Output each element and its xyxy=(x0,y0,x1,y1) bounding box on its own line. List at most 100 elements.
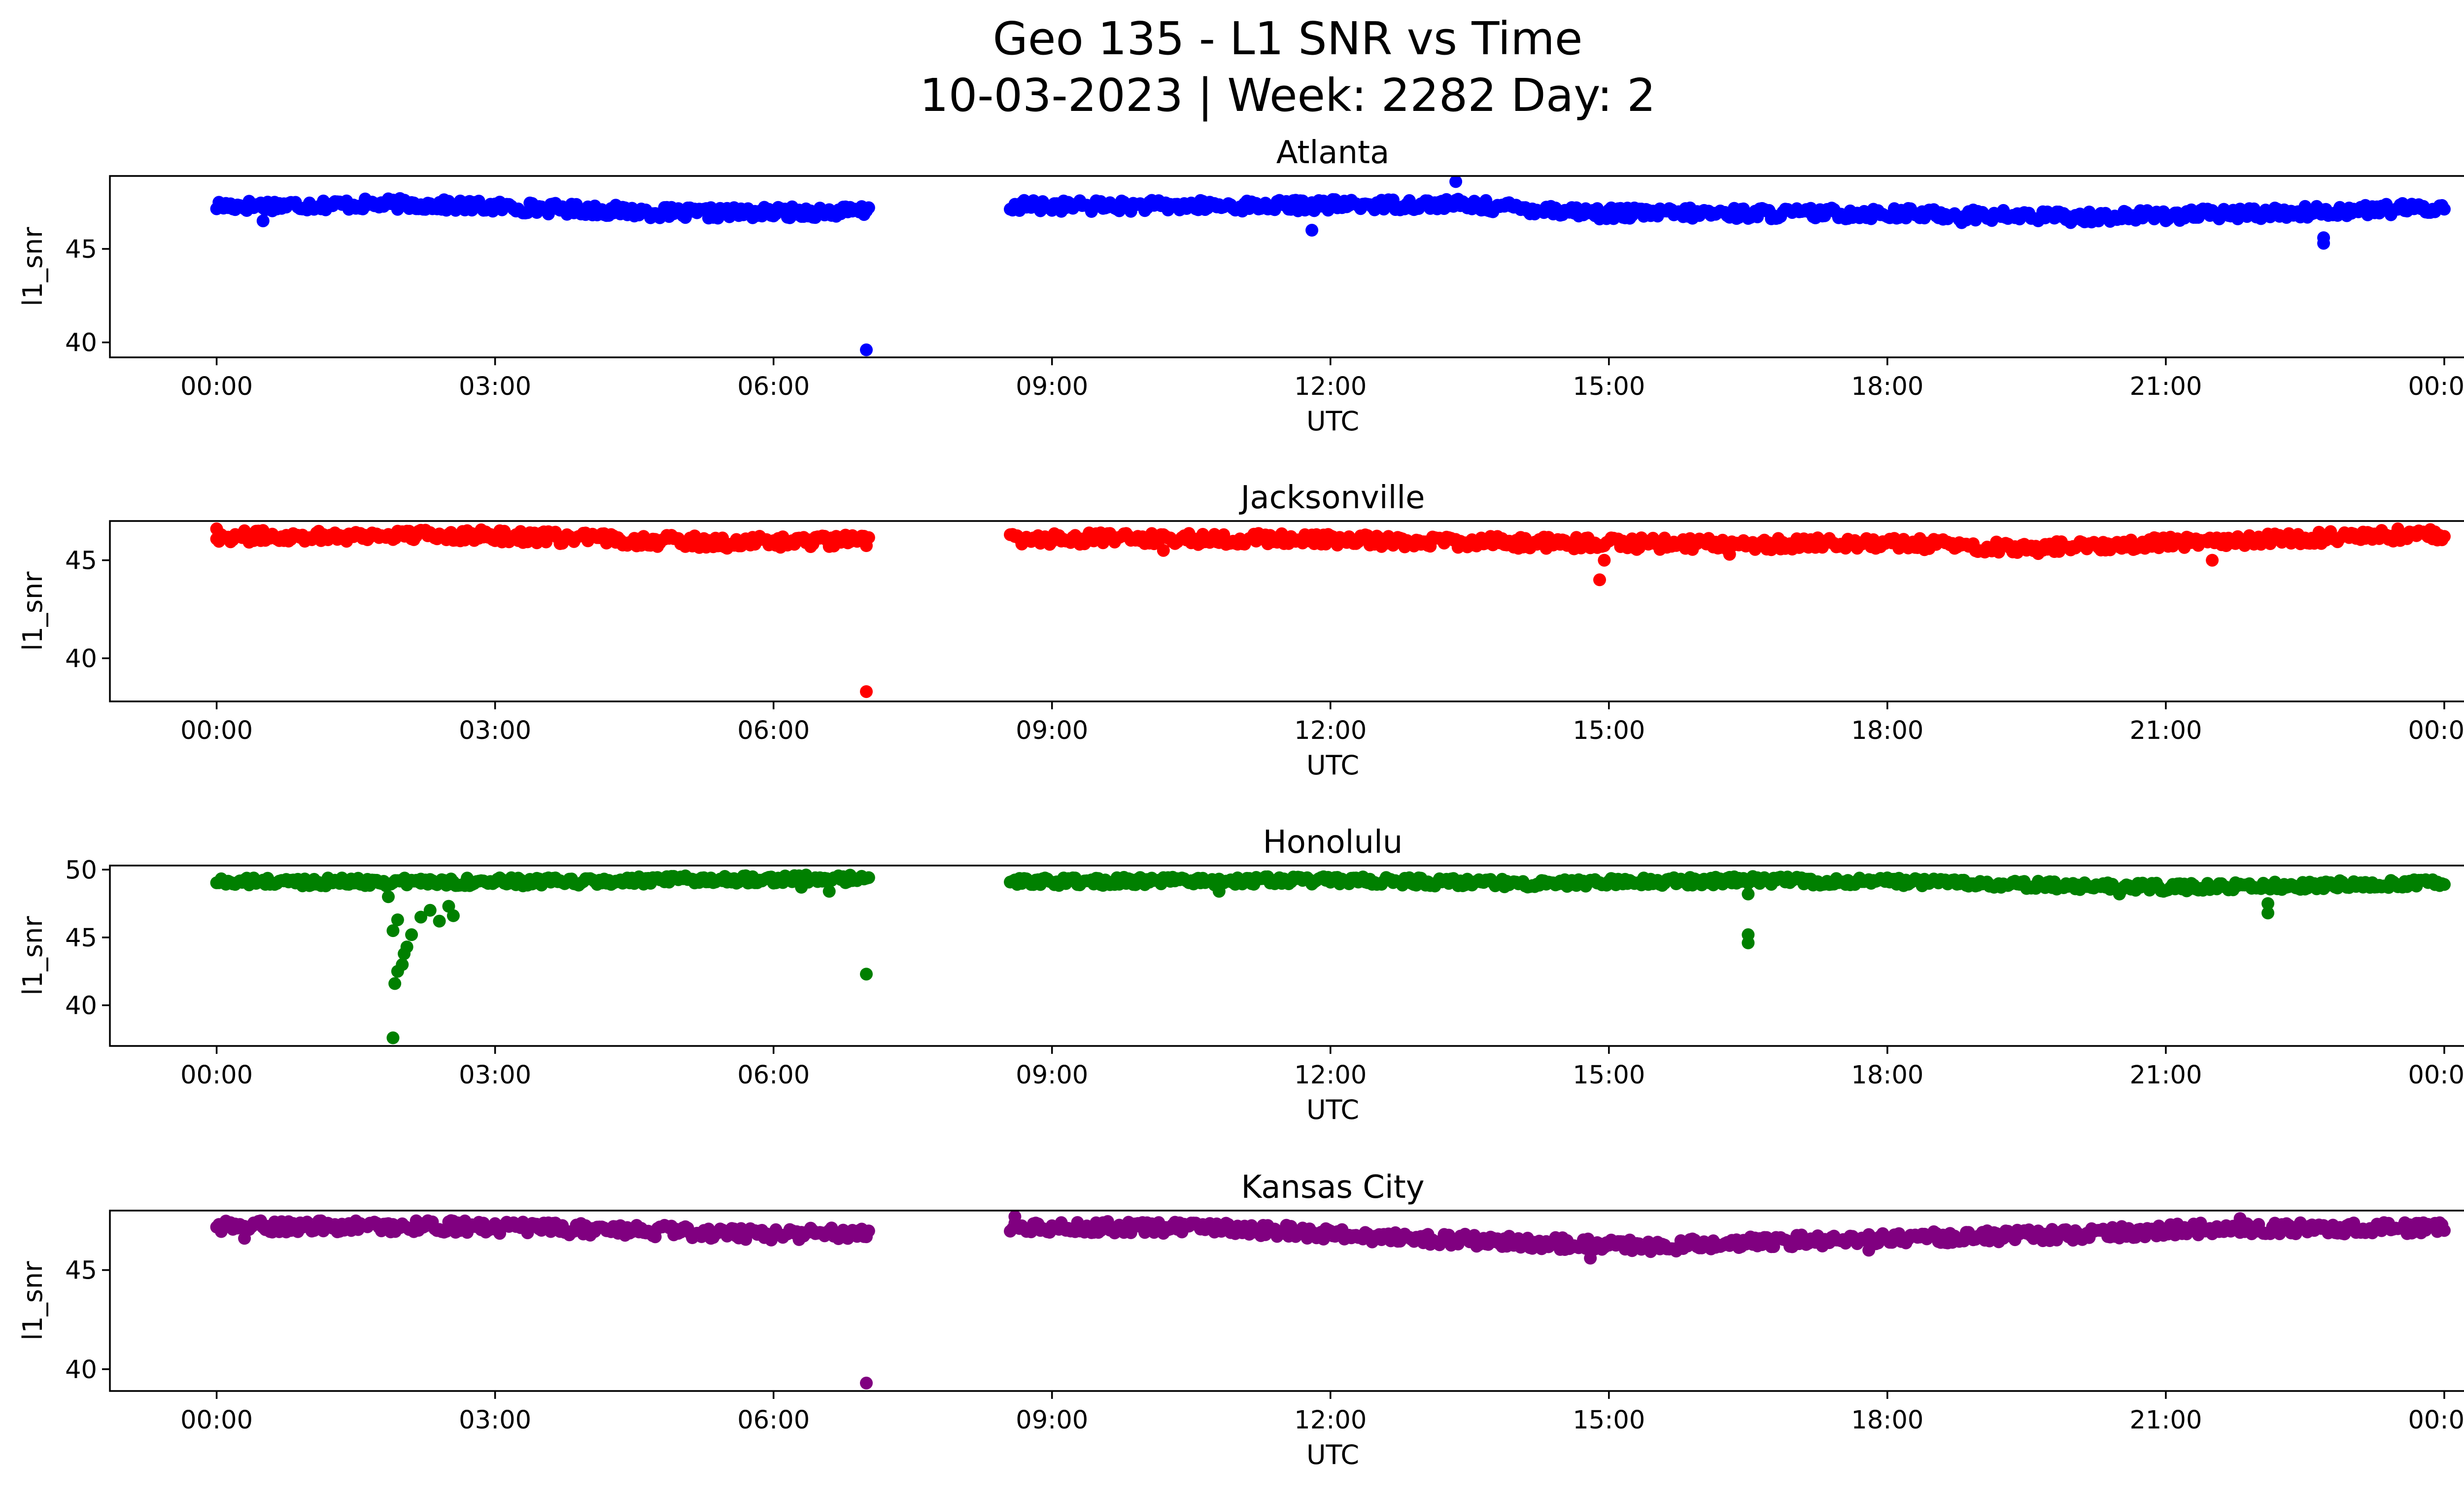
figure-title-line-1: Geo 135 - L1 SNR vs Time xyxy=(993,12,1583,65)
data-point xyxy=(795,881,808,894)
data-point xyxy=(860,968,873,981)
x-tick-label: 21:00 xyxy=(2129,372,2202,401)
y-axis-label: l1_snr xyxy=(17,916,48,996)
x-tick-label: 18:00 xyxy=(1851,1061,1923,1090)
x-tick-label: 15:00 xyxy=(1573,372,1645,401)
data-point xyxy=(210,522,223,535)
subplot-panels: Atlanta 00:00 03:00 06:00 09:00 12:00 15:00 18:… xyxy=(17,135,2464,1470)
data-point xyxy=(860,685,873,698)
x-tick-label: 00:00 xyxy=(180,1406,253,1435)
data-point xyxy=(1742,928,1755,941)
x-tick-label: 15:00 xyxy=(1573,1061,1645,1090)
y-tick-label: 40 xyxy=(65,991,97,1020)
y-axis-label: l1_snr xyxy=(17,227,48,307)
data-point xyxy=(862,871,875,884)
x-tick-label: 00:00 xyxy=(2408,1406,2464,1435)
y-tick-label: 45 xyxy=(65,235,97,264)
data-point xyxy=(2261,906,2275,920)
data-point xyxy=(382,890,395,904)
data-point xyxy=(2438,203,2451,216)
subplot-kansas-city: Kansas City 00:00 03:00 06:00 09:00 12:00 15:0… xyxy=(17,1169,2464,1470)
x-tick-label: 09:00 xyxy=(1016,1406,1088,1435)
data-point xyxy=(2233,1212,2247,1225)
data-point xyxy=(414,872,427,886)
figure-title-line-2: 10-03-2023 | Week: 2282 Day: 2 xyxy=(920,69,1656,122)
x-tick-label: 15:00 xyxy=(1573,1406,1645,1435)
y-axis-label: l1_snr xyxy=(17,1261,48,1341)
data-point xyxy=(1598,554,1611,567)
y-tick-label: 40 xyxy=(65,1356,97,1385)
data-point xyxy=(2438,530,2451,543)
data-point xyxy=(1008,1211,1022,1223)
plot-frame xyxy=(109,175,2464,358)
data-point xyxy=(2438,1224,2451,1237)
y-tick-label: 40 xyxy=(65,644,97,673)
data-point xyxy=(1212,885,1226,898)
x-tick-label: 12:00 xyxy=(1294,1061,1367,1090)
x-tick-label: 00:00 xyxy=(2408,1061,2464,1090)
data-points xyxy=(210,1211,2451,1390)
data-point xyxy=(862,531,875,544)
subplot-honolulu: Honolulu 00:00 03:00 06:00 09:00 12:00 15:00 18… xyxy=(17,824,2464,1125)
x-tick-label: 15:00 xyxy=(1573,716,1645,745)
x-tick-label: 06:00 xyxy=(737,716,810,745)
y-axis-label: l1_snr xyxy=(17,571,48,651)
data-point xyxy=(256,214,270,228)
subplot-title: Kansas City xyxy=(1241,1169,1424,1206)
plot-frame xyxy=(109,520,2464,702)
y-tick-label: 45 xyxy=(65,547,97,576)
data-point xyxy=(822,885,836,898)
plot-frame xyxy=(109,865,2464,1047)
x-tick-label: 03:00 xyxy=(459,716,531,745)
x-tick-label: 03:00 xyxy=(459,1061,531,1090)
y-tick-label: 40 xyxy=(65,329,97,358)
data-point xyxy=(860,1376,873,1390)
data-point xyxy=(414,910,427,924)
x-tick-label: 06:00 xyxy=(737,1406,810,1435)
y-tick-label: 45 xyxy=(65,924,97,953)
data-point xyxy=(446,909,460,922)
x-tick-label: 03:00 xyxy=(459,1406,531,1435)
x-tick-label: 21:00 xyxy=(2129,1406,2202,1435)
x-axis-label: UTC xyxy=(1306,406,1359,437)
x-tick-label: 18:00 xyxy=(1851,716,1923,745)
x-tick-label: 09:00 xyxy=(1016,372,1088,401)
x-tick-label: 12:00 xyxy=(1294,372,1367,401)
plot-frame xyxy=(109,1210,2464,1392)
x-tick-label: 09:00 xyxy=(1016,1061,1088,1090)
x-tick-label: 00:00 xyxy=(180,716,253,745)
x-tick-label: 09:00 xyxy=(1016,716,1088,745)
data-point xyxy=(388,977,402,990)
data-points xyxy=(210,176,2451,356)
subplot-jacksonville: Jacksonville 00:00 03:00 06:00 09:00 12:00 15:… xyxy=(17,480,2464,781)
data-point xyxy=(862,201,875,214)
data-point xyxy=(1955,216,1968,229)
data-point xyxy=(2391,522,2404,535)
x-tick-label: 03:00 xyxy=(459,372,531,401)
data-point xyxy=(862,1224,875,1238)
data-point xyxy=(423,904,437,917)
y-tick-label: 50 xyxy=(65,856,97,885)
data-point xyxy=(1723,548,1736,561)
data-point xyxy=(2206,554,2219,567)
data-point xyxy=(1742,887,1755,901)
x-tick-label: 00:00 xyxy=(2408,716,2464,745)
data-point xyxy=(1593,573,1606,587)
x-tick-label: 18:00 xyxy=(1851,1406,1923,1435)
x-tick-label: 00:00 xyxy=(180,372,253,401)
subplot-atlanta: Atlanta 00:00 03:00 06:00 09:00 12:00 15:00 18:… xyxy=(17,135,2464,437)
x-axis-label: UTC xyxy=(1306,1094,1359,1125)
data-point xyxy=(391,913,404,927)
data-point xyxy=(1584,1252,1597,1265)
x-tick-label: 21:00 xyxy=(2129,716,2202,745)
data-point xyxy=(1479,194,1493,207)
data-point xyxy=(442,900,455,913)
x-tick-label: 00:00 xyxy=(180,1061,253,1090)
data-point xyxy=(400,940,413,954)
data-point xyxy=(2438,878,2451,891)
x-axis-label: UTC xyxy=(1306,750,1359,781)
subplot-title: Jacksonville xyxy=(1239,480,1425,516)
data-point xyxy=(405,928,418,941)
x-tick-label: 06:00 xyxy=(737,372,810,401)
